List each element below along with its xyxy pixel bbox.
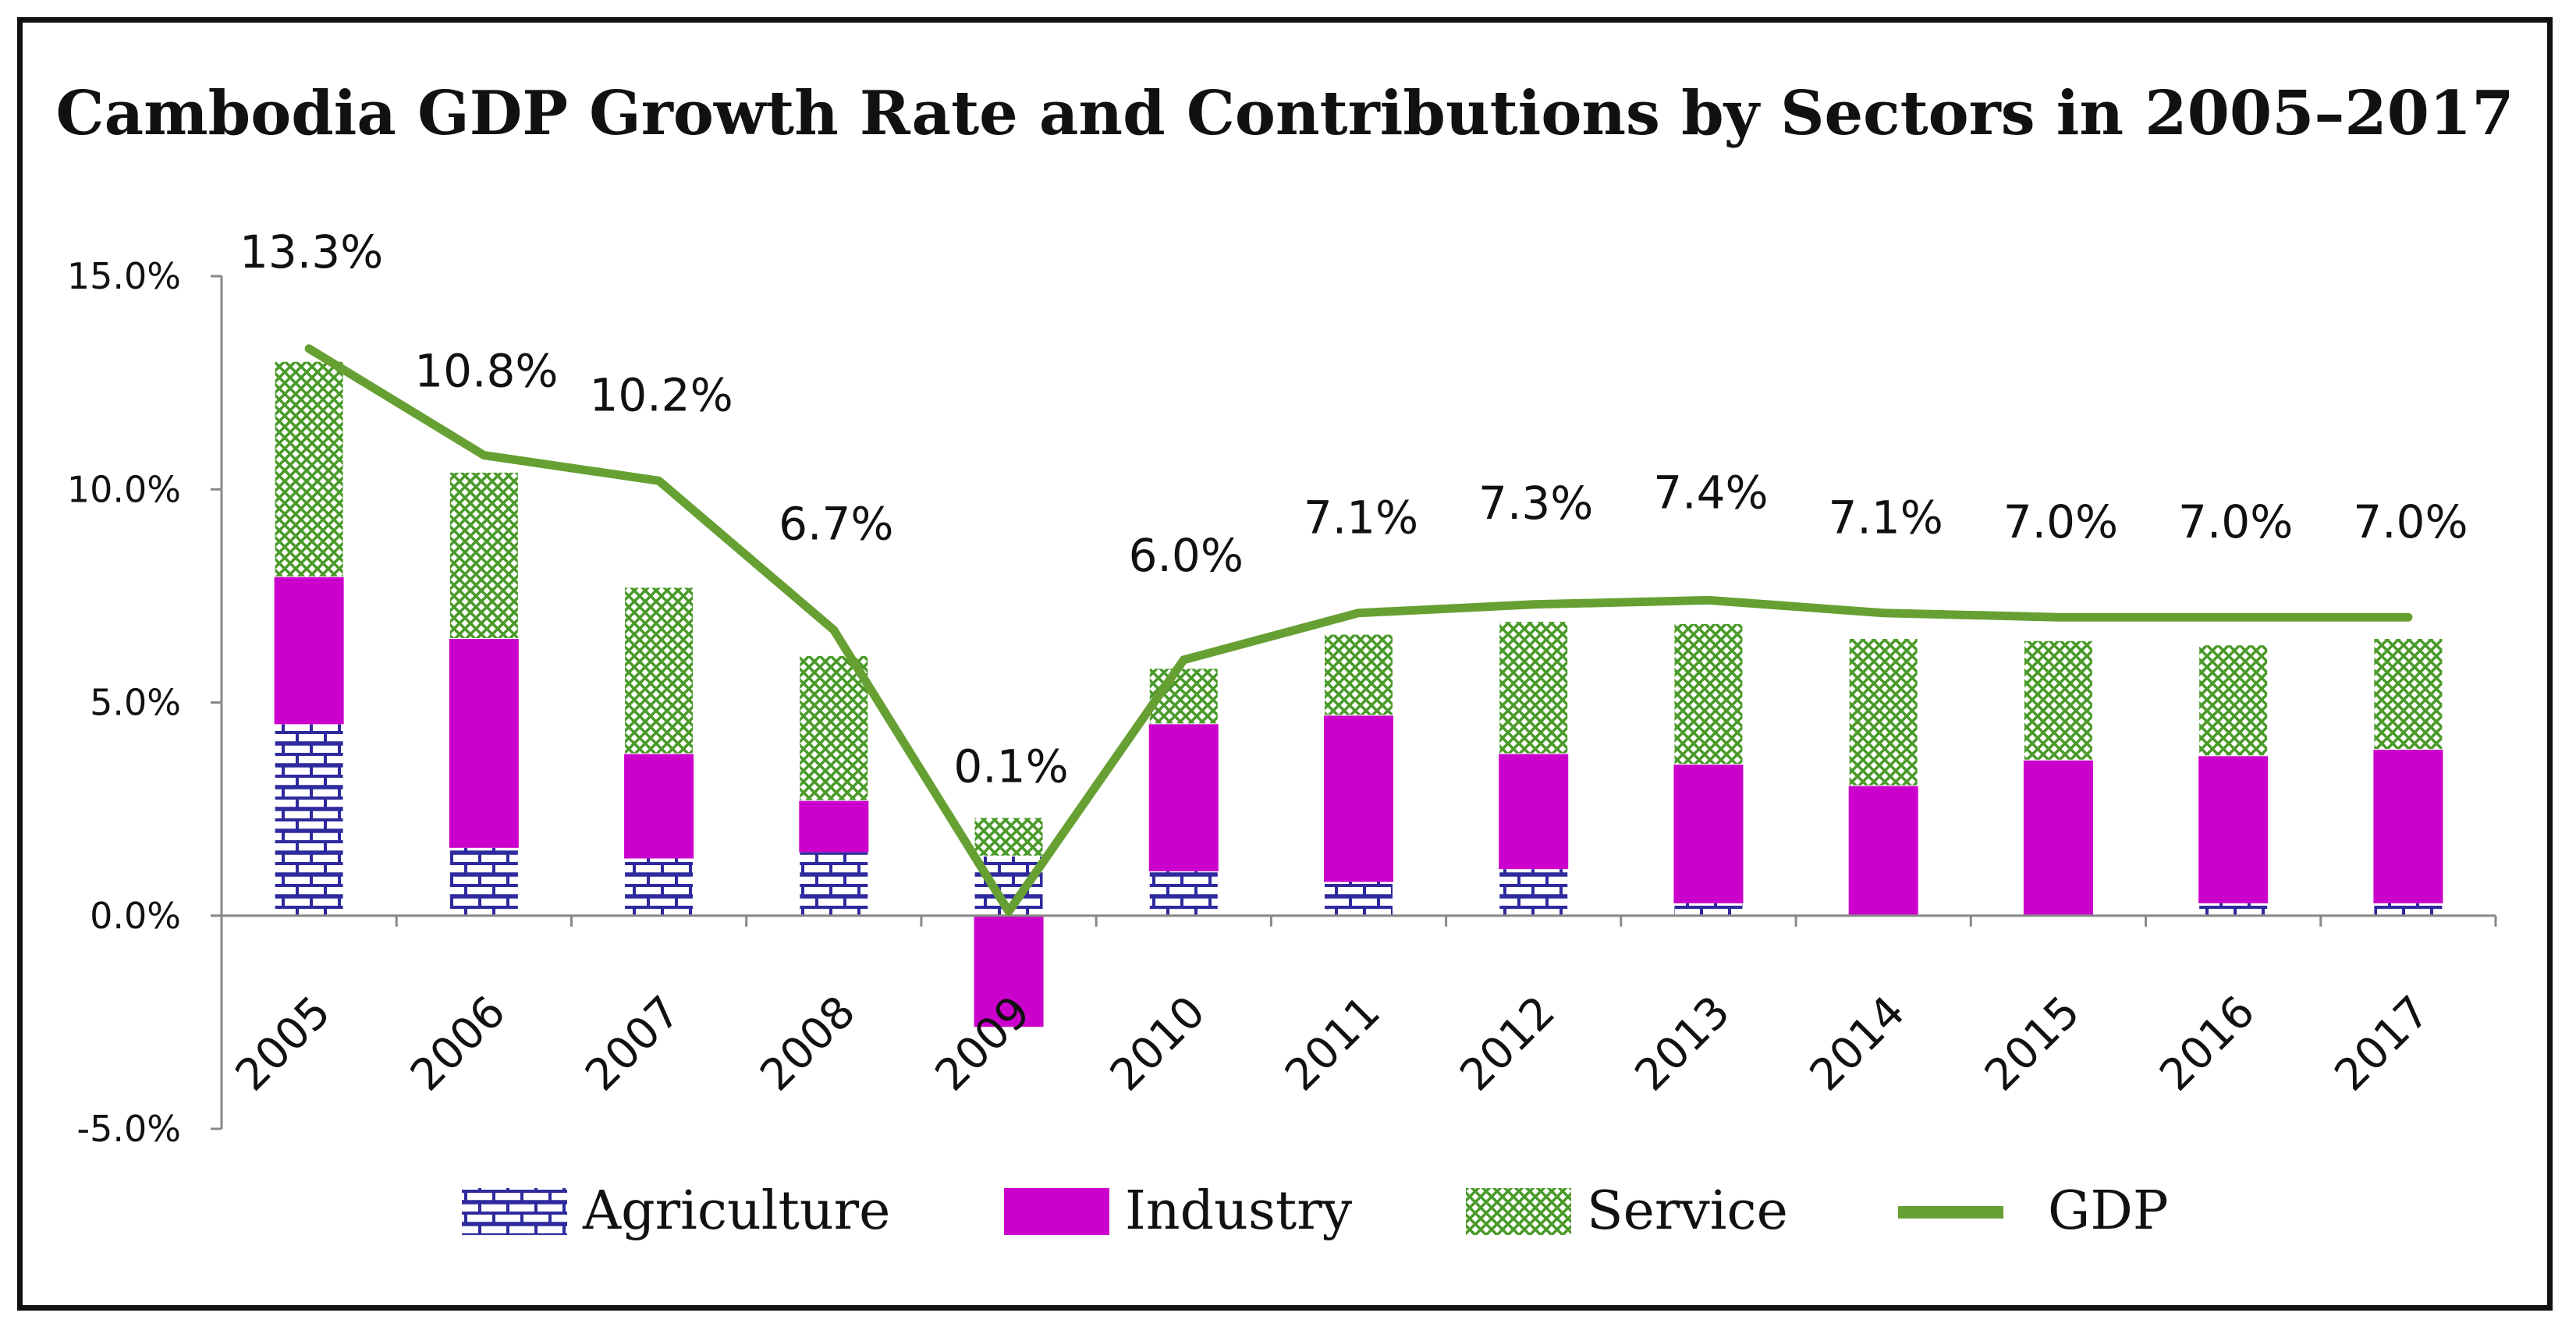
- bar-industry-2015: [2023, 759, 2093, 917]
- bar-industry-2005: [274, 576, 344, 725]
- x-tick-label-2013: 2013: [1626, 987, 1740, 1102]
- bar-agriculture-2013: [1673, 902, 1744, 917]
- legend-item-agriculture: Agriculture: [462, 1180, 890, 1242]
- bar-agriculture-2016: [2198, 902, 2269, 917]
- bar-service-2015: [2023, 640, 2093, 761]
- bar-agriculture-2005: [274, 723, 344, 917]
- bar-service-2011: [1324, 633, 1393, 716]
- gdp-label-2010: 6.0%: [1129, 529, 1244, 582]
- bar-agriculture-2012: [1499, 868, 1569, 917]
- bar-industry-2007: [624, 753, 694, 859]
- x-tick-label-2015: 2015: [1975, 987, 2090, 1102]
- gdp-label-2007: 10.2%: [589, 368, 733, 421]
- x-tick-label-2006: 2006: [401, 987, 516, 1102]
- bar-agriculture-2010: [1148, 870, 1219, 917]
- chart-title: Cambodia GDP Growth Rate and Contributio…: [56, 78, 2514, 149]
- gdp-label-2016: 7.0%: [2178, 495, 2293, 548]
- y-tick-label: 5.0%: [90, 682, 181, 724]
- bar-service-2016: [2198, 644, 2269, 757]
- bar-industry-2010: [1148, 723, 1219, 871]
- y-tick-label: 0.0%: [90, 895, 181, 937]
- legend: Agriculture Industry Service GDP: [462, 1180, 2169, 1242]
- bar-industry-2011: [1324, 715, 1393, 882]
- legend-label-agriculture: Agriculture: [582, 1180, 890, 1242]
- x-tick-label-2012: 2012: [1450, 987, 1565, 1102]
- x-tick-label-2014: 2014: [1801, 987, 1915, 1102]
- x-tick-label-2011: 2011: [1276, 987, 1390, 1102]
- bar-industry-2013: [1673, 764, 1744, 903]
- legend-label-industry: Industry: [1125, 1180, 1353, 1242]
- bar-agriculture-2007: [624, 857, 694, 917]
- x-tick-label-2008: 2008: [750, 987, 865, 1102]
- x-tick-label-2016: 2016: [2150, 987, 2265, 1102]
- gdp-label-2012: 7.3%: [1478, 477, 1593, 530]
- legend-item-industry: Industry: [1004, 1180, 1353, 1242]
- bar-industry-2008: [799, 800, 869, 853]
- gdp-line: [304, 344, 2413, 916]
- bar-industry-2012: [1499, 753, 1569, 870]
- legend-item-gdp: GDP: [1898, 1180, 2169, 1242]
- bar-service-2007: [624, 587, 694, 754]
- legend-label-service: Service: [1587, 1180, 1788, 1242]
- bar-industry-2017: [2373, 749, 2443, 903]
- bar-service-2017: [2373, 638, 2443, 750]
- bar-service-2005: [274, 360, 344, 577]
- bar-agriculture-2017: [2373, 902, 2443, 917]
- legend-label-gdp: GDP: [2048, 1180, 2169, 1242]
- gdp-label-2014: 7.1%: [1829, 491, 1943, 545]
- x-tick-label-2017: 2017: [2325, 987, 2439, 1102]
- bar-service-2012: [1499, 621, 1569, 754]
- legend-swatch-industry: [1004, 1188, 1109, 1235]
- bar-agriculture-2008: [799, 851, 869, 917]
- bar-service-2006: [449, 471, 519, 640]
- y-tick-label: 10.0%: [67, 468, 181, 510]
- gdp-label-2008: 6.7%: [779, 498, 893, 551]
- gdp-label-2011: 7.1%: [1304, 491, 1418, 545]
- bar-service-2013: [1673, 623, 1744, 765]
- chart-svg: Cambodia GDP Growth Rate and Contributio…: [56, 78, 2514, 1242]
- bar-industry-2009: [974, 915, 1044, 1027]
- bar-service-2008: [799, 655, 869, 801]
- chart-frame: Cambodia GDP Growth Rate and Contributio…: [17, 17, 2553, 1311]
- gdp-label-2015: 7.0%: [2003, 495, 2118, 548]
- legend-swatch-service: [1466, 1188, 1571, 1235]
- bar-agriculture-2006: [449, 846, 519, 917]
- legend-swatch-agriculture: [462, 1188, 567, 1235]
- bar-agriculture-2011: [1324, 881, 1393, 917]
- legend-item-service: Service: [1466, 1180, 1788, 1242]
- y-tick-label: 15.0%: [67, 255, 181, 297]
- x-tick-label-2010: 2010: [1101, 987, 1215, 1102]
- gdp-label-2017: 7.0%: [2353, 495, 2468, 548]
- gdp-label-2009: 0.1%: [953, 740, 1068, 793]
- bar-industry-2016: [2198, 755, 2269, 903]
- gdp-label-2006: 10.8%: [414, 345, 558, 398]
- bar-service-2014: [1848, 638, 1918, 786]
- bar-industry-2014: [1848, 785, 1918, 917]
- bar-service-2009: [974, 817, 1044, 857]
- x-tick-label-2007: 2007: [576, 987, 690, 1102]
- x-tick-label-2005: 2005: [226, 987, 341, 1102]
- gdp-label-2013: 7.4%: [1653, 466, 1768, 519]
- y-tick-label: -5.0%: [77, 1108, 181, 1150]
- bar-industry-2006: [449, 638, 519, 848]
- gdp-label-2005: 13.3%: [240, 225, 383, 279]
